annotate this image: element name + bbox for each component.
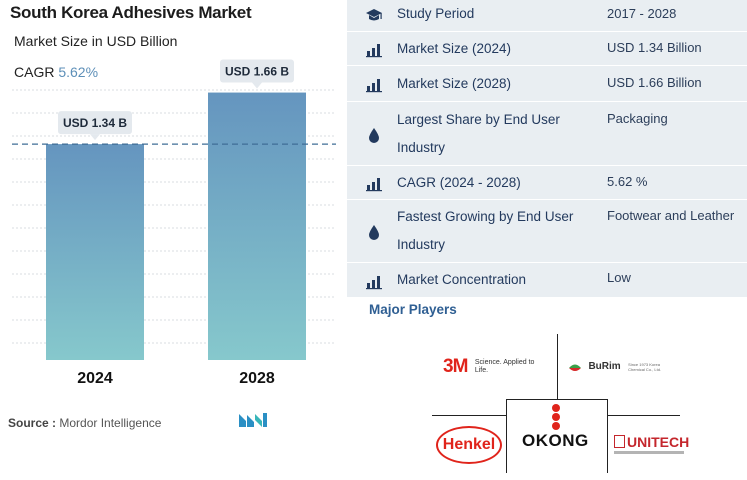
logo-3m-mark: 3M [443, 356, 468, 377]
info-label: Market Size (2028) [397, 76, 512, 91]
info-row-market-size-2024: Market Size (2024) USD 1.34 Billion [347, 32, 747, 66]
source-note: Source : Mordor Intelligence [8, 416, 161, 430]
bar-chart-icon [366, 44, 382, 58]
drop-icon [369, 128, 379, 143]
info-row-largest-share: Largest Share by End User Industry Packa… [347, 102, 747, 166]
info-value: USD 1.66 Billion [607, 75, 702, 90]
info-label: Market Size (2024) [397, 41, 512, 56]
players-divider [607, 415, 680, 416]
bar-chart-icon [366, 276, 382, 290]
bar-2028 [208, 92, 306, 361]
cagr-value: 5.62% [58, 64, 99, 80]
page-title: South Korea Adhesives Market [10, 3, 252, 22]
info-label: Study Period [397, 6, 475, 21]
players-divider [506, 399, 608, 400]
info-row-market-size-2028: Market Size (2028) USD 1.66 Billion [347, 66, 747, 102]
logo-unitech-mark: UNITECH [627, 433, 690, 450]
unitech-tagline-bar [614, 451, 684, 454]
info-label: Fastest Growing by End User Industry [397, 209, 574, 252]
info-value: 5.62 % [607, 174, 648, 189]
market-info-table: Study Period 2017 - 2028 Market Size (20… [347, 0, 747, 297]
graduation-cap-icon [366, 9, 382, 21]
chart-data-labels: USD 1.34 B USD 1.66 B [58, 59, 294, 141]
logo-burim-mark: BuRim [588, 361, 621, 373]
logo-okong: OKONG [522, 431, 589, 450]
major-players-title: Major Players [369, 302, 457, 317]
okong-emblem-icon [552, 404, 560, 430]
chart-x-ticks: 2024 2028 [77, 370, 275, 387]
logo-3m-tagline: Science. Applied to Life. [474, 359, 535, 374]
burim-emblem-icon [569, 364, 581, 371]
bar-2024 [46, 144, 144, 360]
logo-henkel: Henkel [436, 426, 502, 464]
svg-text:USD 1.66 B: USD 1.66 B [225, 65, 289, 79]
chart-subtitle: Market Size in USD Billion [14, 33, 178, 49]
cagr-summary: CAGR 5.62% [14, 64, 98, 80]
drop-icon [369, 225, 379, 240]
unitech-emblem-icon [614, 435, 625, 449]
data-label-2024: USD 1.34 B [58, 111, 132, 141]
info-value: USD 1.34 Billion [607, 40, 702, 55]
svg-text:USD 1.34 B: USD 1.34 B [63, 116, 127, 130]
x-tick-2028: 2028 [239, 370, 275, 387]
info-value: Packaging [607, 111, 668, 126]
info-label: Largest Share by End User Industry [397, 112, 560, 155]
info-value: Footwear and Leather [607, 208, 735, 223]
info-row-concentration: Market Concentration Low [347, 263, 747, 297]
chart-bars [46, 92, 306, 361]
source-label: Source : [8, 416, 57, 430]
logo-unitech: UNITECH [614, 433, 690, 454]
x-tick-2024: 2024 [77, 370, 113, 387]
players-divider [506, 399, 507, 473]
info-row-cagr: CAGR (2024 - 2028) 5.62 % [347, 166, 747, 200]
info-value: 2017 - 2028 [607, 6, 677, 21]
info-row-study-period: Study Period 2017 - 2028 [347, 0, 747, 32]
info-label: Market Concentration [397, 272, 527, 287]
mordor-logo-icon [239, 413, 267, 427]
info-label: CAGR (2024 - 2028) [397, 175, 521, 190]
data-label-2028: USD 1.66 B [220, 59, 294, 89]
players-divider [557, 334, 558, 400]
source-text: Mordor Intelligence [59, 416, 162, 430]
bar-chart-icon [366, 79, 382, 93]
bar-chart-icon [366, 178, 382, 192]
logo-burim: BuRim Since 1973 Korea Chemical Co., Ltd… [568, 358, 664, 376]
logo-3m: 3M Science. Applied to Life. [443, 356, 535, 378]
logo-burim-sub: Since 1973 Korea Chemical Co., Ltd. [628, 361, 662, 372]
info-value: Low [607, 270, 631, 285]
cagr-label: CAGR [14, 64, 55, 80]
players-divider [432, 415, 507, 416]
players-divider [607, 399, 608, 473]
info-row-fastest-growing: Fastest Growing by End User Industry Foo… [347, 200, 747, 263]
bar-chart: USD 1.34 B USD 1.66 B 2024 2028 [12, 59, 336, 387]
